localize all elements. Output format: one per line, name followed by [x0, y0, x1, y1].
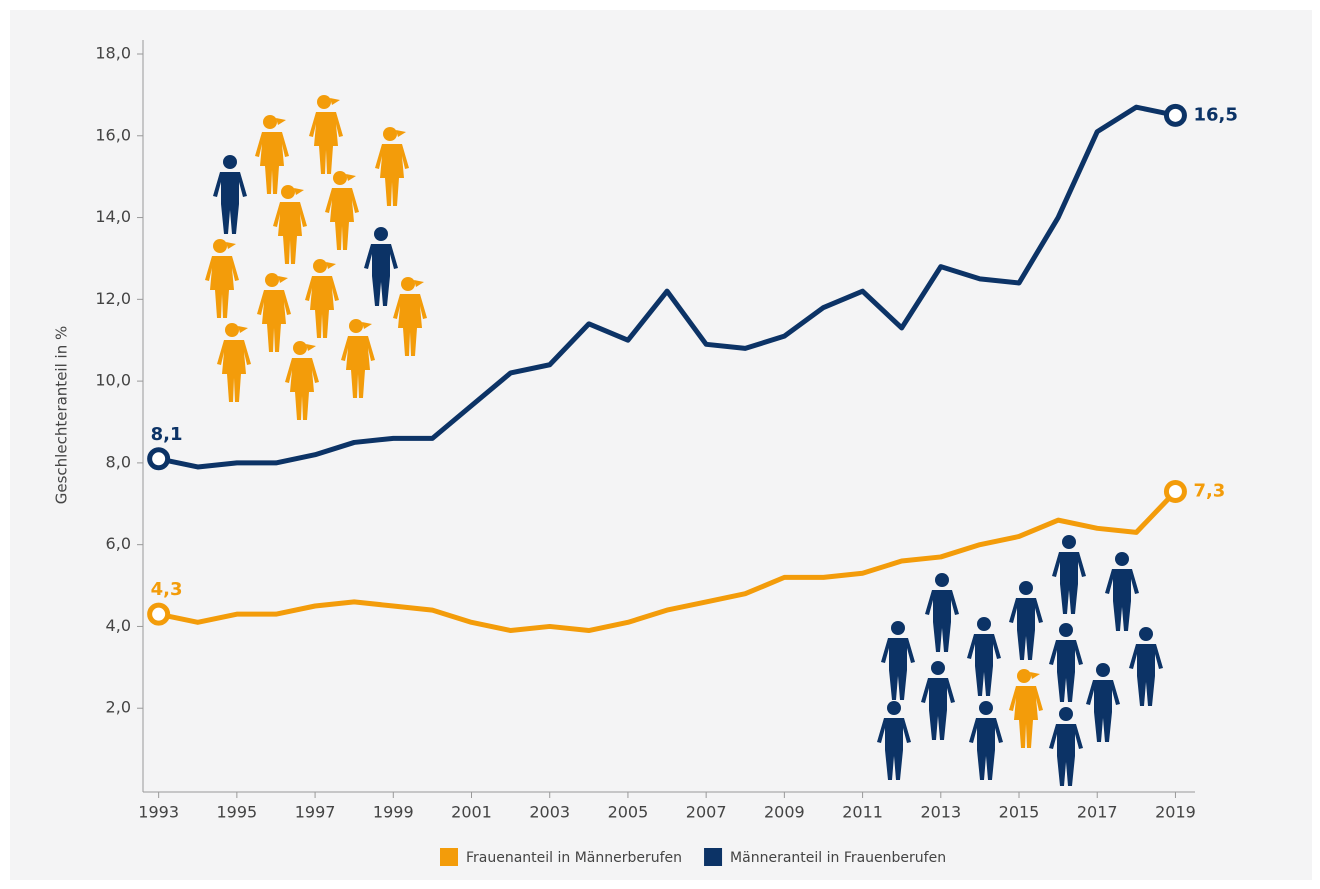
- legend-swatch: [704, 848, 723, 866]
- x-tick-label: 1997: [295, 803, 336, 822]
- y-tick-label: 18,0: [95, 44, 131, 63]
- y-tick-label: 10,0: [95, 371, 131, 390]
- x-tick-label: 1995: [216, 803, 257, 822]
- x-tick-label: 2017: [1077, 803, 1118, 822]
- x-tick-label: 2019: [1155, 803, 1196, 822]
- x-tick-label: 2011: [842, 803, 883, 822]
- x-tick-label: 2013: [920, 803, 961, 822]
- y-axis-label: Geschlechteranteil in %: [53, 326, 71, 504]
- series-line: [158, 489, 1178, 634]
- y-tick-label: 2,0: [106, 698, 131, 717]
- x-tick-label: 2015: [999, 803, 1040, 822]
- end-marker: [1163, 480, 1187, 504]
- y-tick-label: 12,0: [95, 289, 131, 308]
- series-line: [158, 104, 1176, 470]
- y-tick-label: 6,0: [106, 534, 131, 553]
- panel: [10, 10, 1312, 880]
- value-label: 16,5: [1193, 104, 1237, 125]
- y-tick-label: 14,0: [95, 207, 131, 226]
- end-marker: [147, 602, 171, 626]
- y-tick-label: 4,0: [106, 616, 131, 635]
- x-tick-label: 2007: [686, 803, 727, 822]
- value-label: 7,3: [1193, 481, 1225, 502]
- end-marker: [147, 447, 171, 471]
- value-label: 4,3: [151, 579, 183, 600]
- x-tick-label: 2005: [608, 803, 649, 822]
- end-marker: [1163, 103, 1187, 127]
- y-tick-label: 16,0: [95, 125, 131, 144]
- y-tick-label: 8,0: [106, 452, 131, 471]
- legend-swatch: [440, 848, 458, 866]
- x-tick-label: 1999: [373, 803, 414, 822]
- x-tick-label: 2003: [529, 803, 570, 822]
- legend-label: Männeranteil in Frauenberufen: [730, 850, 946, 866]
- x-tick-label: 1993: [138, 803, 179, 822]
- legend-label: Frauenanteil in Männerberufen: [466, 850, 682, 866]
- value-label: 8,1: [151, 424, 183, 445]
- x-tick-label: 2001: [451, 803, 492, 822]
- x-tick-label: 2009: [764, 803, 805, 822]
